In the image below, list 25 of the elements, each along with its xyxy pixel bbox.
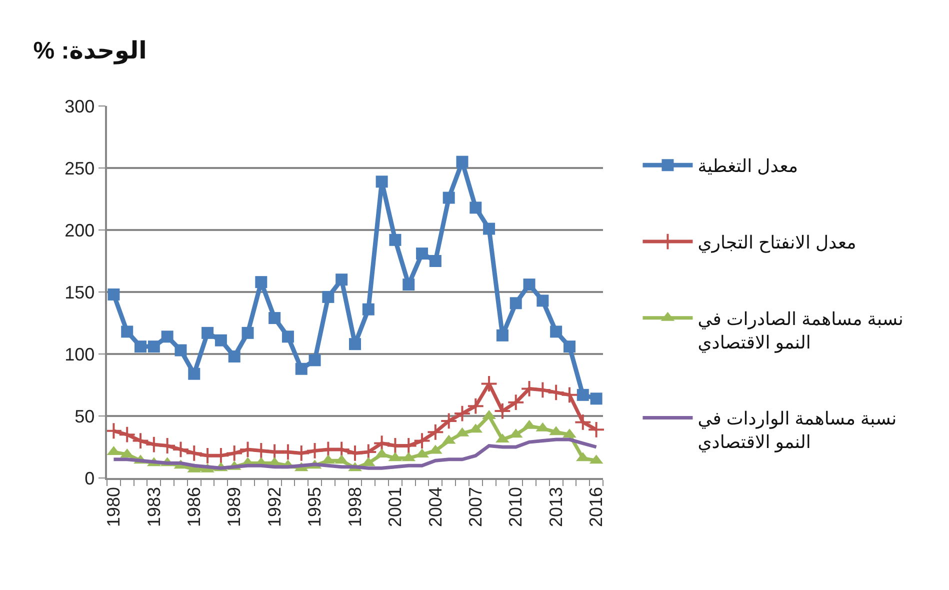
y-tick-label: 50 — [74, 406, 95, 426]
x-tick-label: 2016 — [586, 486, 606, 527]
x-tick-label: 2007 — [466, 486, 486, 527]
x-tick-label: 2013 — [546, 486, 566, 527]
x-tick-label: 1980 — [104, 486, 124, 527]
y-tick-label: 150 — [64, 282, 95, 302]
legend-label: معدل التغطية — [698, 156, 798, 176]
x-tick-label: 1995 — [304, 486, 325, 527]
legend-label: معدل الانفتاح التجاري — [698, 232, 856, 254]
x-tick-label: 1992 — [264, 486, 284, 527]
y-tick-label: 100 — [64, 344, 95, 364]
x-tick-label: 2010 — [506, 486, 526, 527]
x-tick-label: 2004 — [425, 486, 446, 527]
y-tick-label: 200 — [64, 220, 95, 240]
chart-title: الوحدة: % — [33, 37, 147, 64]
legend-label: نسبة مساهمة الصادرات في النمو الاقتصادي — [698, 308, 904, 354]
x-tick-label: 1983 — [144, 486, 164, 527]
y-tick-label: 250 — [64, 158, 95, 178]
x-tick-label: 2001 — [385, 486, 406, 527]
x-tick-label: 1998 — [344, 486, 365, 527]
x-tick-label: 1986 — [184, 486, 204, 527]
y-tick-label: 0 — [84, 468, 95, 488]
y-tick-label: 300 — [64, 96, 95, 116]
legend-label: نسبة مساهمة الواردات في النمو الاقتصادي — [698, 408, 897, 454]
x-tick-label: 1989 — [224, 486, 244, 527]
